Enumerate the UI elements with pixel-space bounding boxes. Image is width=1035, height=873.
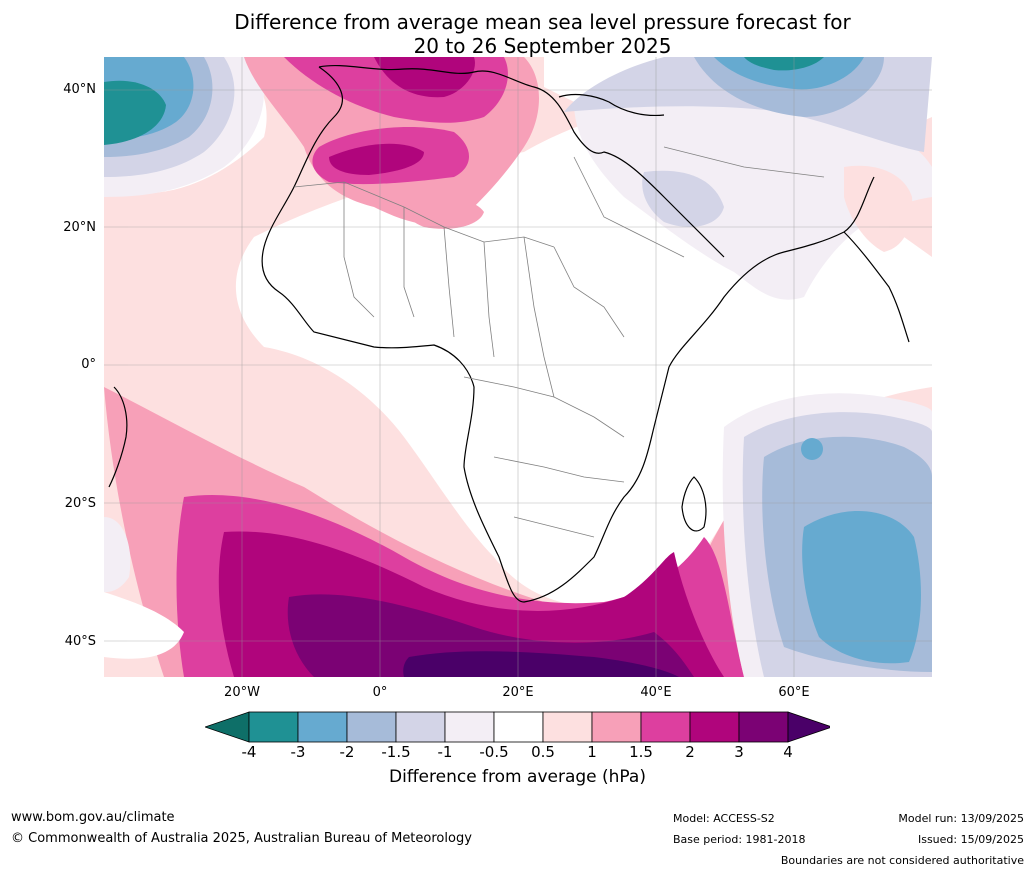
colorbar-tick-label: -1 <box>437 743 453 761</box>
anomaly-pos-max-south <box>403 651 679 677</box>
lon-label-20w: 20°W <box>224 685 260 700</box>
anomaly-neg-3-atlantic <box>104 80 166 145</box>
lon-label-40e: 40°E <box>640 685 672 700</box>
colorbar-cell <box>395 711 446 743</box>
colorbar-cell <box>493 711 544 743</box>
lon-label-20e: 20°E <box>502 685 534 700</box>
colorbar-cell <box>444 711 495 743</box>
colorbar <box>205 711 830 743</box>
anomaly-neg-2-indian-ocean-small <box>801 438 823 460</box>
colorbar-tick-label: -0.5 <box>479 743 509 761</box>
lat-label-20s: 20°S <box>64 496 96 511</box>
anomaly-pos-1-west-atlantic <box>104 592 184 659</box>
colorbar-cell <box>689 711 740 743</box>
colorbar-tick-label: -4 <box>241 743 257 761</box>
colorbar-tick-label: -1.5 <box>381 743 411 761</box>
coastlines <box>108 64 910 603</box>
colorbar-cell <box>297 711 348 743</box>
colorbar-cell <box>542 711 593 743</box>
lat-label-40s: 40°S <box>64 634 96 649</box>
colorbar-tick-label: 1 <box>587 743 597 761</box>
anomaly-neg-2-north <box>714 57 864 90</box>
colorbar-tick-label: 2 <box>685 743 695 761</box>
anomaly-pos-1-india <box>844 165 913 252</box>
footer-model-run: Model run: 13/09/2025 <box>898 812 1024 825</box>
footer-website: www.bom.gov.au/climate <box>11 810 175 825</box>
footer-model: Model: ACCESS-S2 <box>673 812 775 825</box>
map-title-line-1: Difference from average mean sea level p… <box>234 10 851 34</box>
colorbar-cell <box>248 711 299 743</box>
anomaly-pos-3-sahara <box>329 143 424 175</box>
colorbar-tick-label: -2 <box>339 743 355 761</box>
footer-copyright: © Commonwealth of Australia 2025, Austra… <box>11 831 472 846</box>
lon-label-0: 0° <box>372 685 388 700</box>
pressure-anomaly-map <box>104 57 932 677</box>
footer-issued: Issued: 15/09/2025 <box>917 833 1024 846</box>
lon-label-60e: 60°E <box>778 685 810 700</box>
map-title-line-2: 20 to 26 September 2025 <box>413 34 672 58</box>
colorbar-title: Difference from average (hPa) <box>389 767 646 787</box>
colorbar-cell <box>346 711 397 743</box>
lat-label-20n: 20°N <box>63 220 96 235</box>
colorbar-arrow-low <box>205 711 250 743</box>
anomaly-neg-0-5-west-atlantic <box>104 517 131 592</box>
map-gridlines <box>104 57 932 677</box>
colorbar-tick-label: 3 <box>734 743 744 761</box>
footer-disclaimer: Boundaries are not considered authoritat… <box>780 854 1024 867</box>
anomaly-pos-3-mediterranean <box>374 57 475 98</box>
anomaly-neg-0-5-arabia <box>574 94 932 300</box>
colorbar-cell <box>738 711 789 743</box>
colorbar-tick-label: 4 <box>783 743 793 761</box>
anomaly-neg-2-indian-ocean <box>802 510 921 664</box>
anomaly-pos-1-5-sahara-east <box>402 195 484 229</box>
colorbar-tick-label: 1.5 <box>629 743 653 761</box>
colorbar-tick-label: -3 <box>290 743 306 761</box>
anomaly-neg-3-north <box>744 57 824 71</box>
colorbar-cell <box>591 711 642 743</box>
colorbar-arrow-high <box>787 711 830 743</box>
colorbar-cell <box>640 711 691 743</box>
country-borders <box>293 146 825 538</box>
colorbar-tick-label: 0.5 <box>531 743 555 761</box>
anomaly-neg-1-arabia-south <box>642 170 724 227</box>
lat-label-equator: 0° <box>81 357 96 372</box>
anomaly-pos-4-south <box>287 594 694 677</box>
footer-base-period: Base period: 1981-2018 <box>673 833 806 846</box>
lat-label-40n: 40°N <box>63 82 96 97</box>
